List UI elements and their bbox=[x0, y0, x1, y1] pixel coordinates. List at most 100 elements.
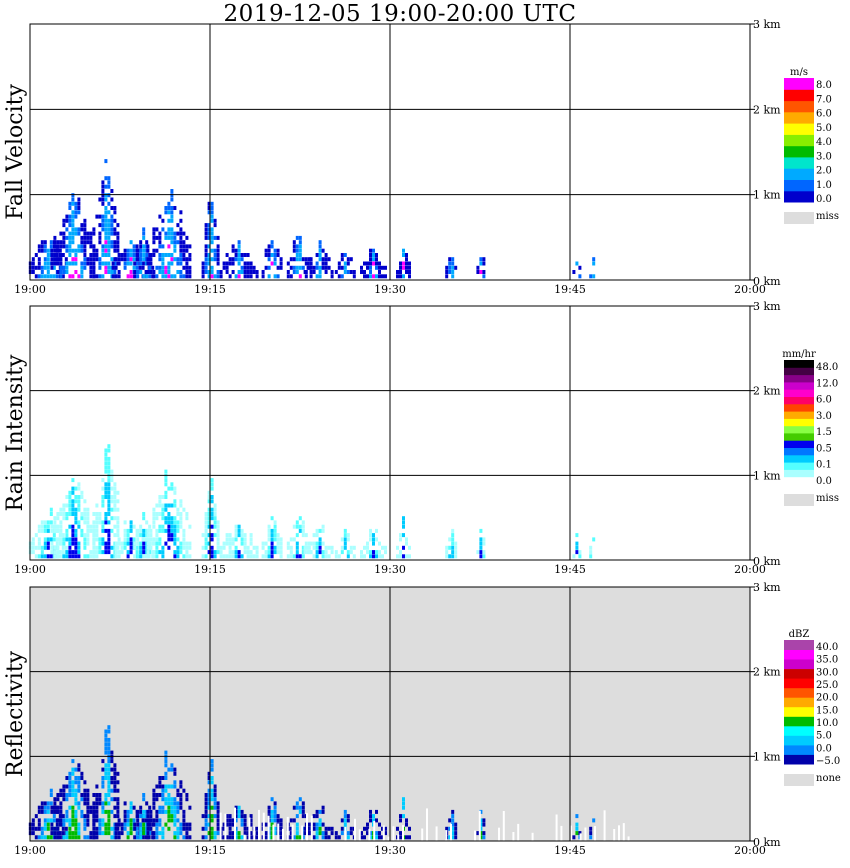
data-cell bbox=[133, 545, 137, 550]
data-cell bbox=[210, 486, 214, 491]
data-cell bbox=[129, 801, 133, 806]
data-cell bbox=[213, 223, 217, 228]
data-cell bbox=[378, 835, 381, 840]
data-cell bbox=[267, 244, 271, 249]
data-cell bbox=[144, 818, 148, 823]
data-cell bbox=[448, 826, 452, 831]
data-cell bbox=[358, 829, 361, 841]
data-cell bbox=[59, 801, 63, 806]
data-cell bbox=[148, 524, 152, 529]
data-cell bbox=[210, 776, 214, 780]
data-cell bbox=[167, 270, 171, 274]
data-cell bbox=[31, 831, 35, 836]
data-cell bbox=[224, 813, 227, 841]
data-cell bbox=[71, 780, 75, 785]
data-cell bbox=[46, 520, 50, 525]
data-cell bbox=[176, 512, 180, 516]
data-cell bbox=[304, 541, 308, 546]
data-cell bbox=[148, 831, 152, 836]
data-cell bbox=[59, 240, 63, 245]
data-cell bbox=[179, 541, 183, 546]
data-cell bbox=[86, 524, 90, 529]
data-cell bbox=[92, 520, 96, 525]
data-cell bbox=[164, 265, 168, 270]
data-cell bbox=[59, 265, 63, 270]
data-cell bbox=[204, 524, 208, 529]
data-cell bbox=[337, 274, 341, 279]
data-cell bbox=[158, 541, 162, 546]
data-cell bbox=[295, 524, 299, 529]
data-cell bbox=[139, 270, 143, 274]
data-cell bbox=[155, 809, 159, 814]
data-cell bbox=[86, 520, 90, 525]
data-cell bbox=[46, 805, 50, 810]
data-cell bbox=[77, 210, 81, 215]
data-cell bbox=[213, 814, 217, 819]
data-cell bbox=[92, 805, 96, 810]
data-cell bbox=[136, 274, 140, 279]
data-cell bbox=[396, 274, 399, 279]
data-cell bbox=[116, 780, 120, 785]
data-cell bbox=[89, 835, 93, 840]
data-cell bbox=[164, 541, 168, 546]
data-cell bbox=[292, 248, 296, 253]
data-cell bbox=[170, 210, 174, 215]
data-cell bbox=[179, 784, 183, 789]
data-cell bbox=[243, 537, 247, 542]
data-cell bbox=[324, 270, 328, 274]
data-cell bbox=[139, 826, 143, 831]
data-cell bbox=[270, 533, 274, 538]
data-cell bbox=[298, 805, 302, 810]
data-cell bbox=[240, 253, 244, 257]
data-cell bbox=[451, 554, 455, 559]
data-cell bbox=[185, 512, 189, 516]
data-cell bbox=[92, 835, 96, 840]
data-cell bbox=[49, 520, 53, 525]
data-cell bbox=[89, 253, 93, 257]
data-cell bbox=[77, 826, 81, 831]
data-cell bbox=[104, 801, 108, 806]
data-cell bbox=[185, 541, 189, 546]
data-cell bbox=[80, 265, 84, 270]
data-cell bbox=[179, 780, 183, 785]
data-cell bbox=[101, 223, 105, 228]
data-cell bbox=[110, 545, 114, 550]
data-cell bbox=[228, 835, 232, 840]
data-cell bbox=[158, 776, 162, 780]
data-cell bbox=[279, 831, 283, 836]
data-cell bbox=[204, 227, 208, 232]
data-cell bbox=[207, 201, 211, 206]
data-cell bbox=[207, 541, 211, 546]
data-cell bbox=[249, 550, 253, 555]
data-cell bbox=[237, 240, 241, 245]
data-cell bbox=[46, 257, 50, 262]
data-cell bbox=[104, 456, 108, 461]
data-cell bbox=[144, 835, 148, 840]
data-cell bbox=[237, 270, 241, 274]
data-cell bbox=[161, 495, 165, 499]
data-cell bbox=[210, 826, 214, 831]
data-cell bbox=[318, 248, 322, 253]
data-cell bbox=[375, 831, 378, 836]
data-cell bbox=[74, 554, 78, 559]
data-cell bbox=[255, 835, 259, 840]
data-cell bbox=[37, 261, 41, 266]
data-cell bbox=[110, 206, 114, 210]
data-cell bbox=[451, 270, 455, 274]
data-cell bbox=[83, 818, 87, 823]
data-cell bbox=[110, 499, 114, 504]
data-cell bbox=[53, 253, 57, 257]
data-cell bbox=[207, 524, 211, 529]
data-cell bbox=[231, 831, 235, 836]
data-cell bbox=[37, 822, 41, 827]
data-cell bbox=[59, 818, 63, 823]
data-cell bbox=[132, 244, 136, 249]
data-cell bbox=[435, 826, 438, 841]
data-cell bbox=[65, 818, 69, 823]
data-cell bbox=[204, 257, 208, 262]
data-cell bbox=[185, 550, 189, 555]
data-cell bbox=[158, 270, 162, 274]
data-cell bbox=[86, 231, 90, 236]
data-cell bbox=[237, 253, 241, 257]
data-cell bbox=[129, 240, 133, 245]
